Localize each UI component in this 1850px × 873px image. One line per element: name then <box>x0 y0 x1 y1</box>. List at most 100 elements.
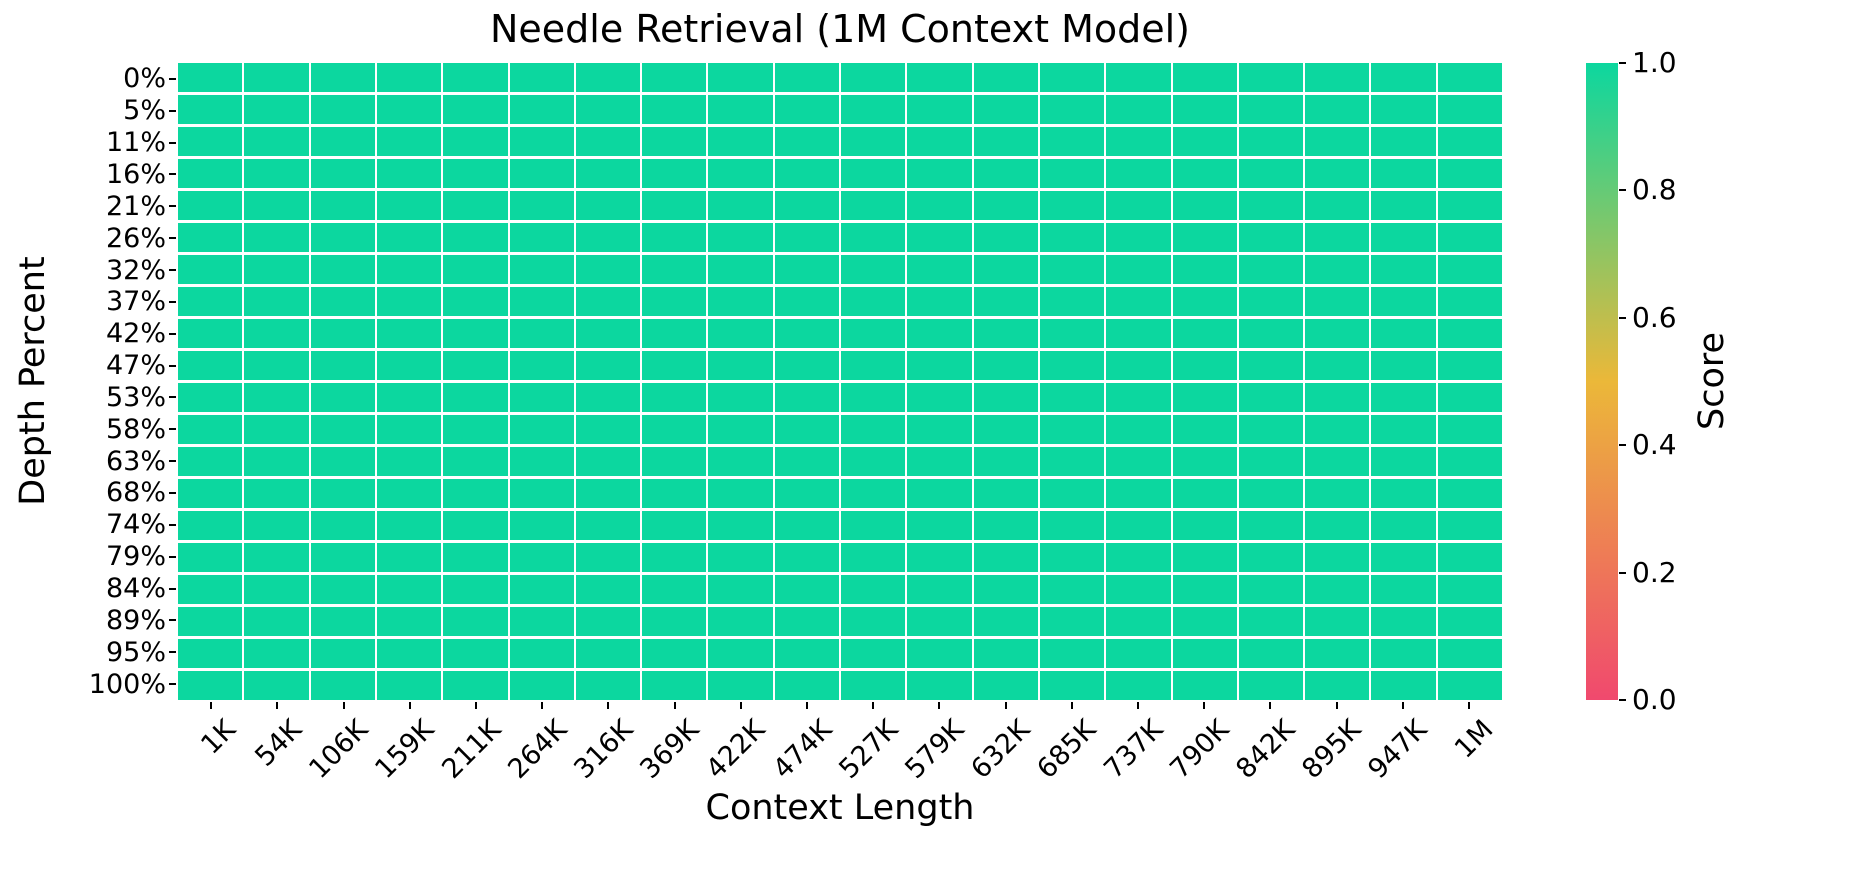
heatmap-cell <box>642 191 707 220</box>
heatmap-cell <box>1039 511 1105 540</box>
heatmap-cell <box>443 447 508 476</box>
chart-title: Needle Retrieval (1M Context Model) <box>490 7 1190 51</box>
y-tick-label: 84% <box>105 573 166 605</box>
x-tick-mark <box>342 702 345 709</box>
y-tick-label: 89% <box>105 604 166 636</box>
heatmap-cell <box>1106 159 1171 188</box>
heatmap-cell <box>178 159 243 188</box>
heatmap-cell <box>376 159 442 188</box>
heatmap-cell <box>1039 255 1105 284</box>
y-tick-label: 63% <box>105 445 166 477</box>
x-tick-label: 316K <box>568 714 640 785</box>
heatmap-cell <box>1172 511 1237 540</box>
heatmap-cell <box>708 479 773 508</box>
heatmap-cell <box>575 607 641 636</box>
heatmap-cell <box>575 159 641 188</box>
x-tick-mark <box>872 702 875 709</box>
heatmap-cell <box>1172 383 1237 412</box>
heatmap-cell <box>1371 543 1436 572</box>
heatmap-cell <box>509 639 574 668</box>
heatmap-cell <box>774 223 839 252</box>
heatmap-cell <box>178 671 243 700</box>
heatmap-cell <box>1106 607 1171 636</box>
heatmap-cell <box>1371 383 1436 412</box>
heatmap-cell <box>376 223 442 252</box>
heatmap-cell <box>443 287 508 316</box>
heatmap-cell <box>244 543 309 572</box>
x-tick-label: 159K <box>369 714 441 785</box>
heatmap-cell <box>774 671 839 700</box>
x-tick-label: 579K <box>899 714 971 785</box>
heatmap-cell <box>1039 639 1105 668</box>
y-tick-label: 47% <box>105 350 166 382</box>
heatmap-cell <box>1371 351 1436 380</box>
y-tick-mark <box>169 300 176 303</box>
heatmap-cell <box>973 191 1038 220</box>
heatmap-cell <box>642 63 707 92</box>
heatmap-cell <box>178 383 243 412</box>
heatmap-cell <box>907 479 972 508</box>
heatmap-cell <box>1437 351 1502 380</box>
heatmap-cell <box>178 479 243 508</box>
heatmap-cell <box>244 95 309 124</box>
y-tick-mark <box>169 491 176 494</box>
heatmap-cell <box>310 607 375 636</box>
heatmap-cell <box>907 575 972 604</box>
heatmap-cell <box>708 287 773 316</box>
heatmap-cell <box>178 511 243 540</box>
heatmap-cell <box>708 383 773 412</box>
heatmap-cell <box>907 159 972 188</box>
colorbar-tick-mark <box>1619 444 1626 447</box>
heatmap-cell <box>1437 63 1502 92</box>
heatmap-cell <box>1039 543 1105 572</box>
heatmap-cell <box>774 639 839 668</box>
heatmap-cell <box>1106 63 1171 92</box>
heatmap-cell <box>244 63 309 92</box>
x-tick-mark <box>1335 702 1338 709</box>
heatmap-cell <box>841 607 906 636</box>
x-tick-mark <box>276 702 279 709</box>
heatmap-cell <box>1371 95 1436 124</box>
heatmap-cell <box>841 95 906 124</box>
heatmap-cell <box>1238 607 1304 636</box>
heatmap-cell <box>1437 287 1502 316</box>
colorbar-tick-mark <box>1619 699 1626 701</box>
heatmap-cell <box>443 255 508 284</box>
heatmap-cell <box>443 351 508 380</box>
heatmap-cell <box>973 607 1038 636</box>
heatmap-cell <box>376 575 442 604</box>
y-tick-mark <box>169 269 176 272</box>
heatmap-cell <box>642 159 707 188</box>
heatmap-cell <box>1172 191 1237 220</box>
heatmap-cell <box>708 223 773 252</box>
heatmap-cell <box>973 95 1038 124</box>
heatmap-cell <box>1371 63 1436 92</box>
heatmap-cell <box>376 639 442 668</box>
heatmap-cell <box>1437 415 1502 444</box>
heatmap-cell <box>1172 159 1237 188</box>
x-tick-mark <box>1269 702 1272 709</box>
heatmap-cell <box>376 543 442 572</box>
heatmap-cell <box>1305 383 1370 412</box>
y-tick-mark <box>169 587 176 590</box>
heatmap-cell <box>1437 479 1502 508</box>
heatmap-cell <box>1039 575 1105 604</box>
heatmap-cell <box>973 543 1038 572</box>
heatmap-cell <box>1172 319 1237 348</box>
y-tick-mark <box>169 683 176 686</box>
heatmap-cell <box>1371 447 1436 476</box>
heatmap-cell <box>443 159 508 188</box>
heatmap-cell <box>642 479 707 508</box>
heatmap-cell <box>244 415 309 444</box>
heatmap-cell <box>178 95 243 124</box>
heatmap-cell <box>1172 255 1237 284</box>
x-tick-label: 1K <box>195 714 243 761</box>
heatmap-cell <box>774 255 839 284</box>
heatmap-cell <box>178 191 243 220</box>
heatmap-cell <box>244 351 309 380</box>
heatmap-cell <box>774 351 839 380</box>
heatmap-cell <box>973 255 1038 284</box>
heatmap-cell <box>1172 95 1237 124</box>
heatmap-cell <box>907 383 972 412</box>
heatmap-cell <box>1437 159 1502 188</box>
